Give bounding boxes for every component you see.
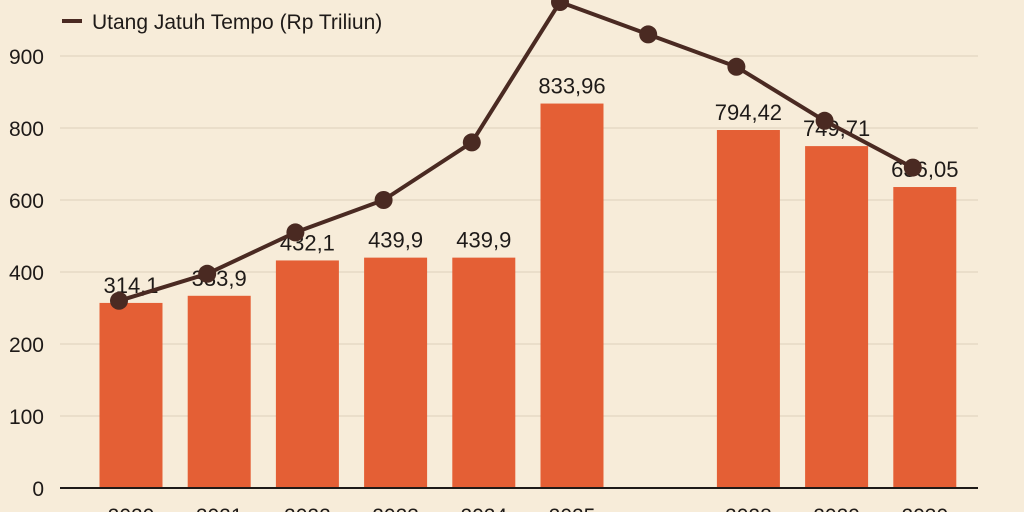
- line-point: [198, 264, 217, 283]
- y-tick-label: 100: [9, 406, 44, 429]
- line-point: [903, 158, 922, 177]
- line-point: [727, 57, 746, 76]
- bar: [716, 130, 780, 489]
- bar: [805, 146, 869, 488]
- bar-value-label: 794,42: [715, 100, 782, 125]
- y-tick-label: 200: [9, 334, 44, 357]
- x-tick-label: 2020: [108, 505, 155, 512]
- x-tick-label: 2025: [549, 505, 596, 512]
- line-path: [118, 0, 914, 303]
- y-tick-label: 0: [32, 478, 44, 501]
- bar: [99, 302, 163, 488]
- x-tick-label: 2023: [372, 505, 419, 512]
- line-point: [286, 223, 305, 242]
- x-tick-label: 2028: [725, 505, 772, 512]
- bars: [99, 103, 957, 489]
- bar: [364, 257, 428, 488]
- legend-label: Utang Jatuh Tempo (Rp Triliun): [92, 11, 382, 34]
- bar-value-label: 439,9: [368, 228, 423, 253]
- bar: [540, 103, 604, 488]
- line-point: [374, 191, 393, 209]
- y-tick-label: 900: [9, 46, 44, 69]
- y-tick-label: 800: [9, 118, 44, 141]
- bar-value-label: 833,96: [538, 74, 605, 99]
- line-point: [462, 133, 481, 152]
- x-tick-label: 2021: [196, 505, 243, 512]
- x-tick-label: 2024: [460, 505, 507, 512]
- line-point: [110, 291, 128, 310]
- line-point: [551, 0, 569, 11]
- line-point: [639, 25, 658, 44]
- bar-value-label: 314,1: [103, 273, 158, 298]
- x-tick-label: 2029: [813, 505, 860, 512]
- bar-value-label: 439,9: [456, 228, 511, 253]
- bar: [187, 295, 251, 488]
- line-point: [815, 111, 834, 130]
- line-series: [110, 0, 922, 310]
- y-axis-ticks: 0 100 200 400 600 800 900: [9, 46, 44, 501]
- bar: [275, 260, 339, 488]
- y-tick-label: 600: [9, 190, 44, 213]
- legend: Utang Jatuh Tempo (Rp Triliun): [62, 11, 382, 34]
- x-tick-label: 2030: [901, 505, 948, 512]
- x-tick-label: 2022: [284, 505, 331, 512]
- x-axis-labels: 2020 2021 2022 2023 2024 2025 2028 2029 2030: [108, 505, 949, 512]
- bar: [452, 257, 516, 488]
- bar: [893, 187, 957, 488]
- y-tick-label: 400: [9, 262, 44, 285]
